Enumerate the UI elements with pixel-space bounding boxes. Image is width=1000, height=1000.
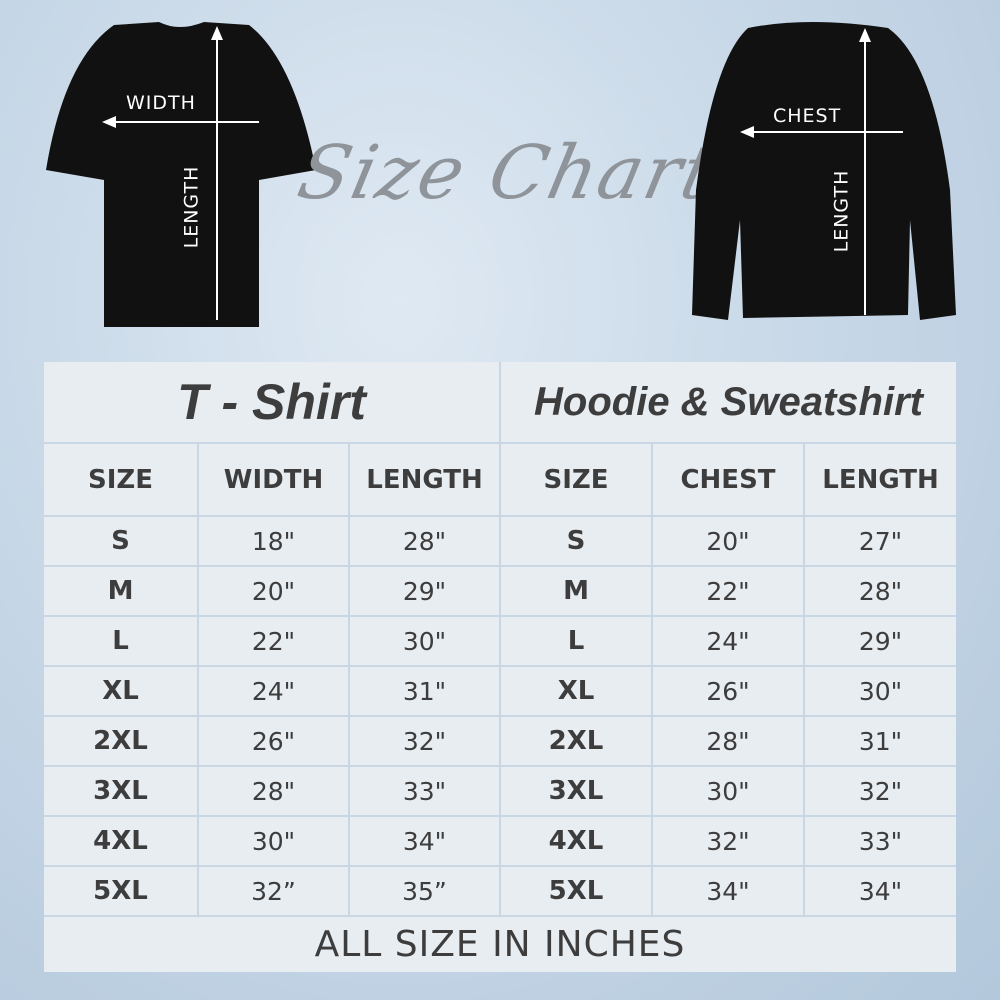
hoodie-cell-size: S	[501, 517, 651, 565]
tshirt-cell-col2: 32"	[350, 717, 499, 765]
tshirt-cell-size: XL	[44, 667, 197, 715]
tshirt-cell-col2: 29"	[350, 567, 499, 615]
tshirt-cell-col2: 31"	[350, 667, 499, 715]
sweatshirt-length-label: LENGTH	[830, 169, 853, 253]
tshirt-cell-size: 3XL	[44, 767, 197, 815]
hoodie-cell-col1: 28"	[653, 717, 803, 765]
tshirt-cell-col2: 30"	[350, 617, 499, 665]
hoodie-cell-size: 5XL	[501, 867, 651, 915]
tshirt-cell-size: 5XL	[44, 867, 197, 915]
hoodie-cell-col1: 32"	[653, 817, 803, 865]
hoodie-cell-size: 2XL	[501, 717, 651, 765]
hoodie-cell-col1: 22"	[653, 567, 803, 615]
tshirt-cell-col1: 32”	[199, 867, 348, 915]
tshirt-cell-col1: 20"	[199, 567, 348, 615]
tshirt-cell-size: S	[44, 517, 197, 565]
size-table: T - Shirt Hoodie & Sweatshirt SIZE WIDTH…	[44, 362, 956, 972]
tshirt-cell-col2: 34"	[350, 817, 499, 865]
sweatshirt-image	[692, 22, 956, 320]
hoodie-cell-col2: 28"	[805, 567, 956, 615]
tshirt-header-width: WIDTH	[199, 444, 348, 515]
hoodie-cell-size: M	[501, 567, 651, 615]
hoodie-cell-col2: 32"	[805, 767, 956, 815]
hoodie-cell-size: 3XL	[501, 767, 651, 815]
tshirt-cell-col1: 26"	[199, 717, 348, 765]
tshirt-cell-col2: 35”	[350, 867, 499, 915]
hoodie-title: Hoodie & Sweatshirt	[501, 362, 956, 442]
tshirt-cell-col1: 30"	[199, 817, 348, 865]
hoodie-cell-size: 4XL	[501, 817, 651, 865]
tshirt-cell-size: L	[44, 617, 197, 665]
hoodie-cell-col2: 30"	[805, 667, 956, 715]
footer-note: ALL SIZE IN INCHES	[44, 917, 956, 972]
tshirt-cell-size: 4XL	[44, 817, 197, 865]
hoodie-cell-col1: 30"	[653, 767, 803, 815]
hoodie-cell-col2: 29"	[805, 617, 956, 665]
hoodie-cell-col1: 20"	[653, 517, 803, 565]
tshirt-cell-size: 2XL	[44, 717, 197, 765]
tshirt-cell-col1: 18"	[199, 517, 348, 565]
tshirt-title: T - Shirt	[44, 362, 499, 442]
hoodie-cell-size: L	[501, 617, 651, 665]
hoodie-cell-col1: 26"	[653, 667, 803, 715]
tshirt-cell-col2: 28"	[350, 517, 499, 565]
size-chart-heading: Size Chart	[290, 130, 724, 216]
tshirt-cell-col1: 28"	[199, 767, 348, 815]
tshirt-cell-size: M	[44, 567, 197, 615]
hoodie-header-chest: CHEST	[653, 444, 803, 515]
hoodie-header-size: SIZE	[501, 444, 651, 515]
tshirt-cell-col2: 33"	[350, 767, 499, 815]
hoodie-cell-col2: 31"	[805, 717, 956, 765]
tshirt-cell-col1: 22"	[199, 617, 348, 665]
hoodie-cell-col2: 34"	[805, 867, 956, 915]
hoodie-cell-col1: 34"	[653, 867, 803, 915]
hoodie-cell-col2: 33"	[805, 817, 956, 865]
tshirt-cell-col1: 24"	[199, 667, 348, 715]
tshirt-width-label: WIDTH	[126, 92, 196, 114]
hoodie-header-length: LENGTH	[805, 444, 956, 515]
tshirt-image	[46, 22, 316, 327]
sweatshirt-chest-label: CHEST	[773, 105, 842, 127]
hoodie-cell-size: XL	[501, 667, 651, 715]
tshirt-header-size: SIZE	[44, 444, 197, 515]
tshirt-length-label: LENGTH	[180, 165, 203, 249]
hoodie-cell-col1: 24"	[653, 617, 803, 665]
hoodie-cell-col2: 27"	[805, 517, 956, 565]
tshirt-header-length: LENGTH	[350, 444, 499, 515]
